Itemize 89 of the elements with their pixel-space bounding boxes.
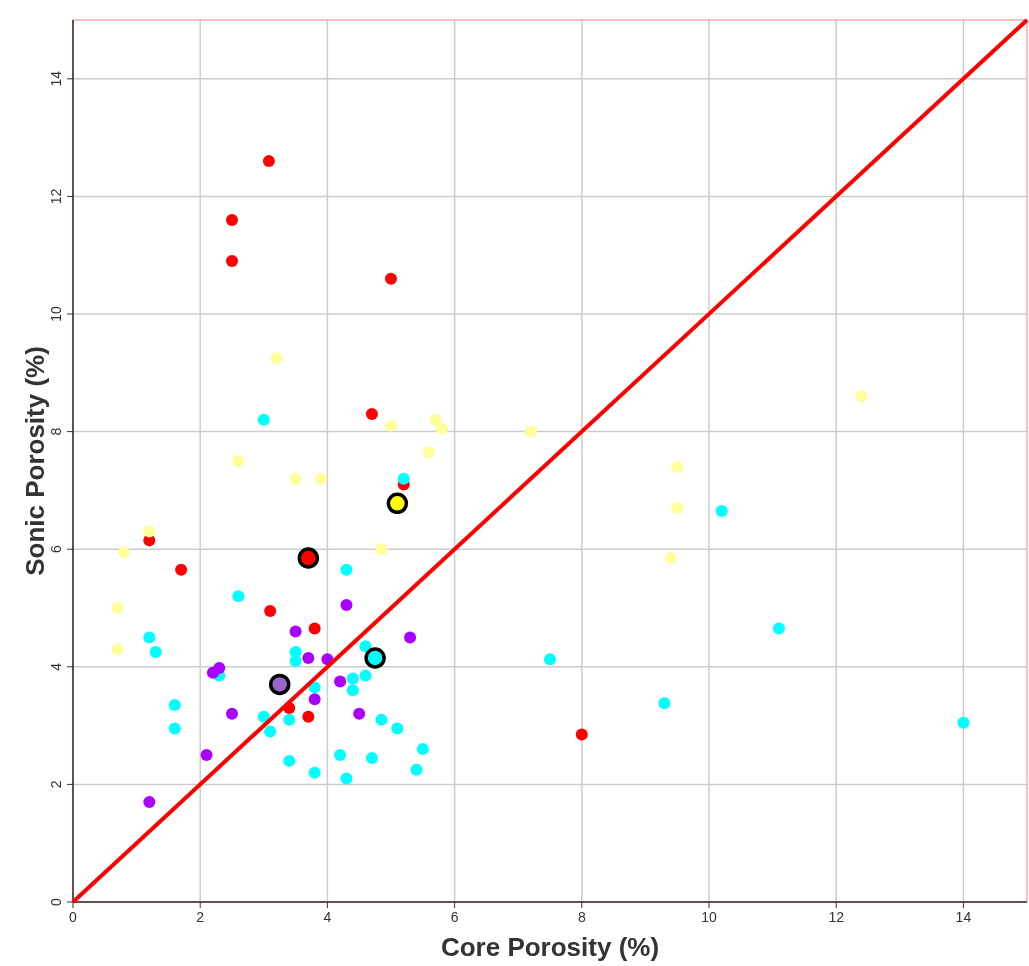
point xyxy=(232,455,245,467)
point xyxy=(206,666,219,679)
point xyxy=(429,413,442,426)
point xyxy=(385,419,397,432)
point xyxy=(226,213,238,226)
point xyxy=(270,352,283,365)
point xyxy=(308,766,321,779)
x-tick-label: 2 xyxy=(196,909,205,925)
point xyxy=(143,631,156,644)
point xyxy=(308,622,321,635)
point xyxy=(262,155,275,168)
point xyxy=(283,713,296,726)
point xyxy=(772,622,785,635)
point xyxy=(855,390,868,403)
point xyxy=(365,751,378,764)
point xyxy=(289,472,302,485)
point xyxy=(334,675,347,688)
y-tick-label: 12 xyxy=(48,188,64,205)
point xyxy=(340,599,353,612)
x-axis-title: Core Porosity (%) xyxy=(440,932,660,962)
point xyxy=(385,272,397,285)
y-tick-label: 2 xyxy=(48,780,64,789)
point xyxy=(671,460,684,473)
point xyxy=(200,749,213,761)
point xyxy=(232,590,245,603)
point xyxy=(149,646,162,659)
point xyxy=(226,255,238,268)
point xyxy=(302,710,315,723)
point xyxy=(264,604,277,617)
x-tick-label: 6 xyxy=(450,909,459,925)
x-tick-label: 0 xyxy=(69,909,78,925)
point xyxy=(308,681,321,694)
point xyxy=(175,563,188,576)
point xyxy=(143,525,156,538)
point xyxy=(386,492,409,515)
y-axis-title: Sonic Porosity (%) xyxy=(20,346,50,576)
point xyxy=(226,707,238,720)
point xyxy=(283,754,296,767)
point xyxy=(346,672,359,685)
point xyxy=(575,728,588,741)
y-tick-label: 14 xyxy=(48,70,64,87)
point xyxy=(334,749,347,761)
point xyxy=(410,763,423,776)
point xyxy=(524,425,537,438)
point xyxy=(257,413,270,426)
point xyxy=(715,504,728,517)
point xyxy=(315,472,328,485)
point xyxy=(117,546,130,559)
point xyxy=(268,673,291,696)
point xyxy=(302,651,315,664)
point xyxy=(143,796,156,809)
point xyxy=(375,713,388,726)
point xyxy=(168,699,181,712)
x-tick-label: 10 xyxy=(701,909,717,925)
point xyxy=(346,684,359,697)
point xyxy=(111,602,124,614)
y-tick-label: 10 xyxy=(48,306,64,322)
point xyxy=(264,725,277,738)
point xyxy=(423,446,436,459)
y-tick-label: 0 xyxy=(48,897,64,906)
point xyxy=(375,543,388,556)
point xyxy=(658,697,671,710)
point xyxy=(416,743,429,756)
point xyxy=(353,707,366,720)
point xyxy=(544,653,556,666)
point xyxy=(308,693,321,706)
point xyxy=(397,472,410,485)
y-tick-label: 8 xyxy=(48,427,64,436)
x-tick-label: 14 xyxy=(955,909,972,925)
point xyxy=(257,710,270,723)
point xyxy=(359,640,372,653)
point xyxy=(435,422,448,435)
x-tick-label: 4 xyxy=(323,909,332,925)
point xyxy=(359,669,372,682)
point xyxy=(391,722,404,735)
point xyxy=(404,631,417,644)
point xyxy=(111,643,124,656)
x-tick-label: 8 xyxy=(577,909,586,925)
point xyxy=(664,552,677,565)
point xyxy=(340,563,353,576)
point xyxy=(957,716,970,729)
point xyxy=(168,722,181,735)
point xyxy=(289,625,302,638)
x-tick-label: 12 xyxy=(828,909,845,925)
point xyxy=(340,772,353,785)
point xyxy=(365,407,378,420)
y-tick-label: 6 xyxy=(48,545,64,554)
point xyxy=(671,502,684,515)
y-tick-label: 4 xyxy=(48,662,64,671)
